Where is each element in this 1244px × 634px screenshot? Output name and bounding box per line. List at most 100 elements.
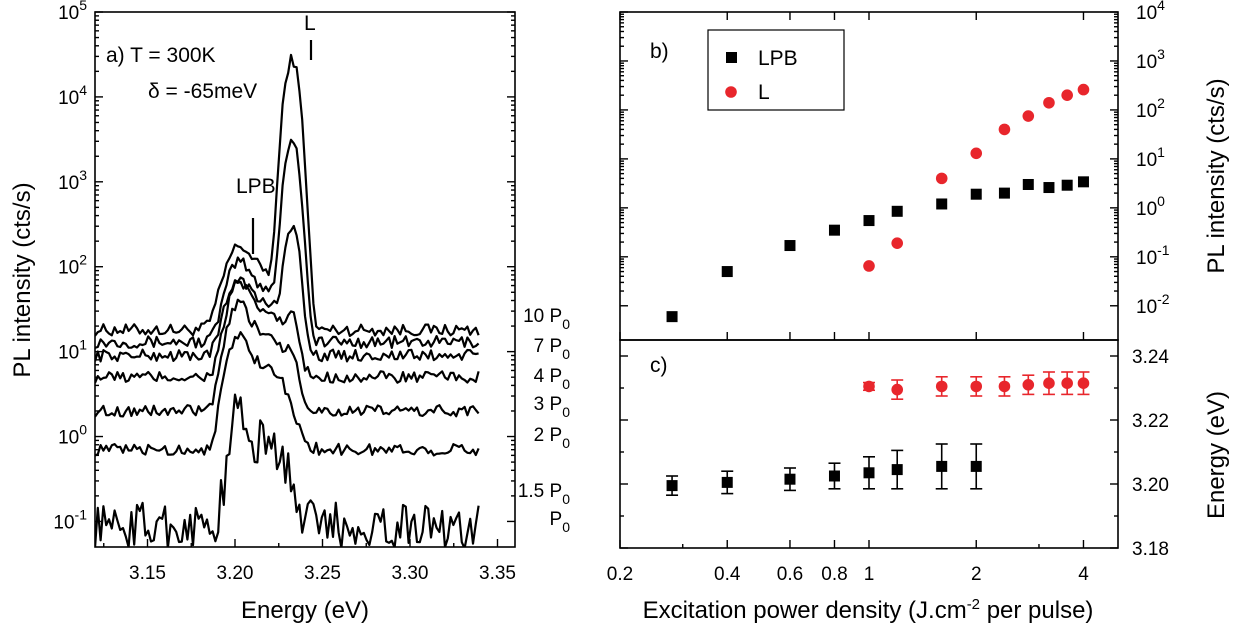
panel-a-y-axis-label: PL intensity (cts/s): [9, 182, 36, 377]
x-tick-label: 2: [971, 564, 982, 585]
y-tick-label: 101: [58, 337, 87, 364]
panel-a-annotation-detuning: δ = -65meV: [148, 80, 257, 103]
spectrum-line-6: [95, 393, 480, 547]
y-tick-label: 101: [1136, 144, 1165, 171]
legend-label-lpb: LPB: [758, 47, 798, 70]
tick-exponent: 2: [79, 252, 87, 268]
point-lpb: [666, 311, 678, 323]
point-lpb: [863, 467, 875, 479]
y-tick-label: 105: [58, 0, 87, 24]
point-lpb: [784, 240, 796, 252]
point-lpb: [828, 470, 840, 482]
point-l: [863, 380, 875, 393]
point-l: [891, 383, 904, 396]
point-lpb: [1022, 178, 1034, 190]
panel-a-annotation-lpb: LPB: [236, 175, 276, 198]
point-lpb: [721, 266, 733, 278]
tick-base: 10: [1136, 101, 1157, 122]
tick-base: 10: [1136, 52, 1157, 73]
panel-a-ticks: 3.15 3.20 3.25 3.30 3.3510-11001011021031041…: [53, 0, 516, 584]
series-label-text: 3 P: [534, 394, 563, 415]
y-tick-label: 104: [1136, 0, 1165, 24]
panel-a-spectra: 3.15 3.20 3.25 3.30 3.3510-11001011021031041…: [9, 0, 570, 624]
series-label-6: P0: [550, 509, 571, 535]
point-l: [1077, 377, 1090, 390]
point-l: [863, 260, 875, 272]
series-label-2: 4 P0: [534, 366, 571, 392]
y-tick-label: 3.18: [1132, 539, 1169, 560]
panel-c-label: c): [650, 354, 668, 377]
tick-exponent: 5: [79, 0, 87, 13]
legend-box: [707, 29, 845, 111]
panel-b-legend: LPB L: [707, 29, 845, 111]
point-l: [935, 380, 948, 393]
point-l: [1022, 110, 1035, 122]
x-tick-label: 4: [1078, 564, 1089, 585]
series-label-text: P: [550, 509, 563, 530]
point-l: [970, 380, 983, 393]
panel-b-y-axis-label: PL intensity (cts/s): [1203, 78, 1230, 273]
tick-exponent: 0: [79, 422, 87, 438]
tick-base: 10: [1136, 297, 1157, 318]
point-l: [998, 380, 1011, 393]
y-tick-label: 10-1: [1136, 242, 1170, 269]
point-lpb: [970, 188, 982, 200]
series-label-text: 4 P: [534, 366, 563, 387]
y-tick-label: 103: [58, 167, 87, 194]
legend-marker-lpb: [726, 52, 737, 63]
series-label-5: 1.5 P0: [518, 481, 570, 507]
panel-a-spectra-lines: [95, 53, 480, 547]
series-label-text: 7 P: [534, 336, 563, 357]
tick-exponent: -1: [75, 506, 88, 522]
tick-exponent: -1: [1157, 242, 1170, 258]
tick-base: 10: [58, 258, 79, 279]
x-tick-label: 0.2: [607, 564, 633, 585]
tick-base: 10: [58, 428, 79, 449]
series-label-4: 2 P0: [534, 425, 571, 451]
point-lpb: [863, 215, 875, 227]
series-label-subscript: 0: [562, 346, 570, 362]
series-label-0: 10 P0: [523, 306, 570, 332]
y-tick-label: 3.24: [1132, 347, 1169, 368]
point-l: [1077, 83, 1090, 96]
tick-base: 10: [1136, 248, 1157, 269]
panel-c-energy: 3.18 3.20 3.22 3.24 0.2 0.4 0.6 0.8 1 2 4 c) Energ…: [607, 12, 1230, 624]
tick-base: 10: [58, 343, 79, 364]
x-label-main: Excitation power density (J.cm: [643, 597, 967, 624]
panel-c-x-axis-label: Excitation power density (J.cm-2 per pul…: [643, 596, 1094, 624]
tick-exponent: 4: [1157, 0, 1165, 13]
spectrum-line-2: [95, 224, 479, 363]
x-tick-label: 0.4: [714, 564, 741, 585]
x-tick-label: 3.35: [479, 563, 516, 584]
tick-exponent: 2: [1157, 95, 1165, 111]
spectrum-line-5: [95, 331, 480, 457]
panel-c-y-axis-label: Energy (eV): [1203, 391, 1230, 519]
point-lpb: [666, 480, 678, 492]
panel-c-points: [666, 371, 1090, 497]
y-tick-label: 100: [1136, 193, 1165, 220]
series-label-text: 2 P: [534, 425, 563, 446]
x-tick-label: 0.6: [777, 564, 803, 585]
y-tick-label: 10-2: [1136, 291, 1170, 318]
y-tick-label: 102: [1136, 95, 1165, 122]
series-label-subscript: 0: [562, 316, 570, 332]
x-tick-label: 3.15: [129, 563, 166, 584]
point-l: [998, 123, 1011, 136]
tick-exponent: 3: [1157, 46, 1165, 62]
series-label-text: 1.5 P: [518, 481, 562, 502]
point-l: [891, 237, 904, 249]
point-lpb: [784, 473, 796, 485]
series-label-1: 7 P0: [534, 336, 571, 362]
point-lpb: [936, 198, 948, 210]
legend-marker-l: [725, 86, 737, 98]
point-l: [1061, 377, 1073, 390]
spectrum-line-3: [95, 280, 480, 384]
point-lpb: [1061, 179, 1073, 191]
x-label-tail: per pulse): [980, 597, 1093, 624]
y-tick-label: 3.20: [1132, 475, 1169, 496]
x-tick-label: 3.20: [217, 563, 254, 584]
point-lpb: [998, 187, 1010, 199]
panel-b-label: b): [650, 40, 669, 63]
y-tick-label: 103: [1136, 46, 1165, 73]
